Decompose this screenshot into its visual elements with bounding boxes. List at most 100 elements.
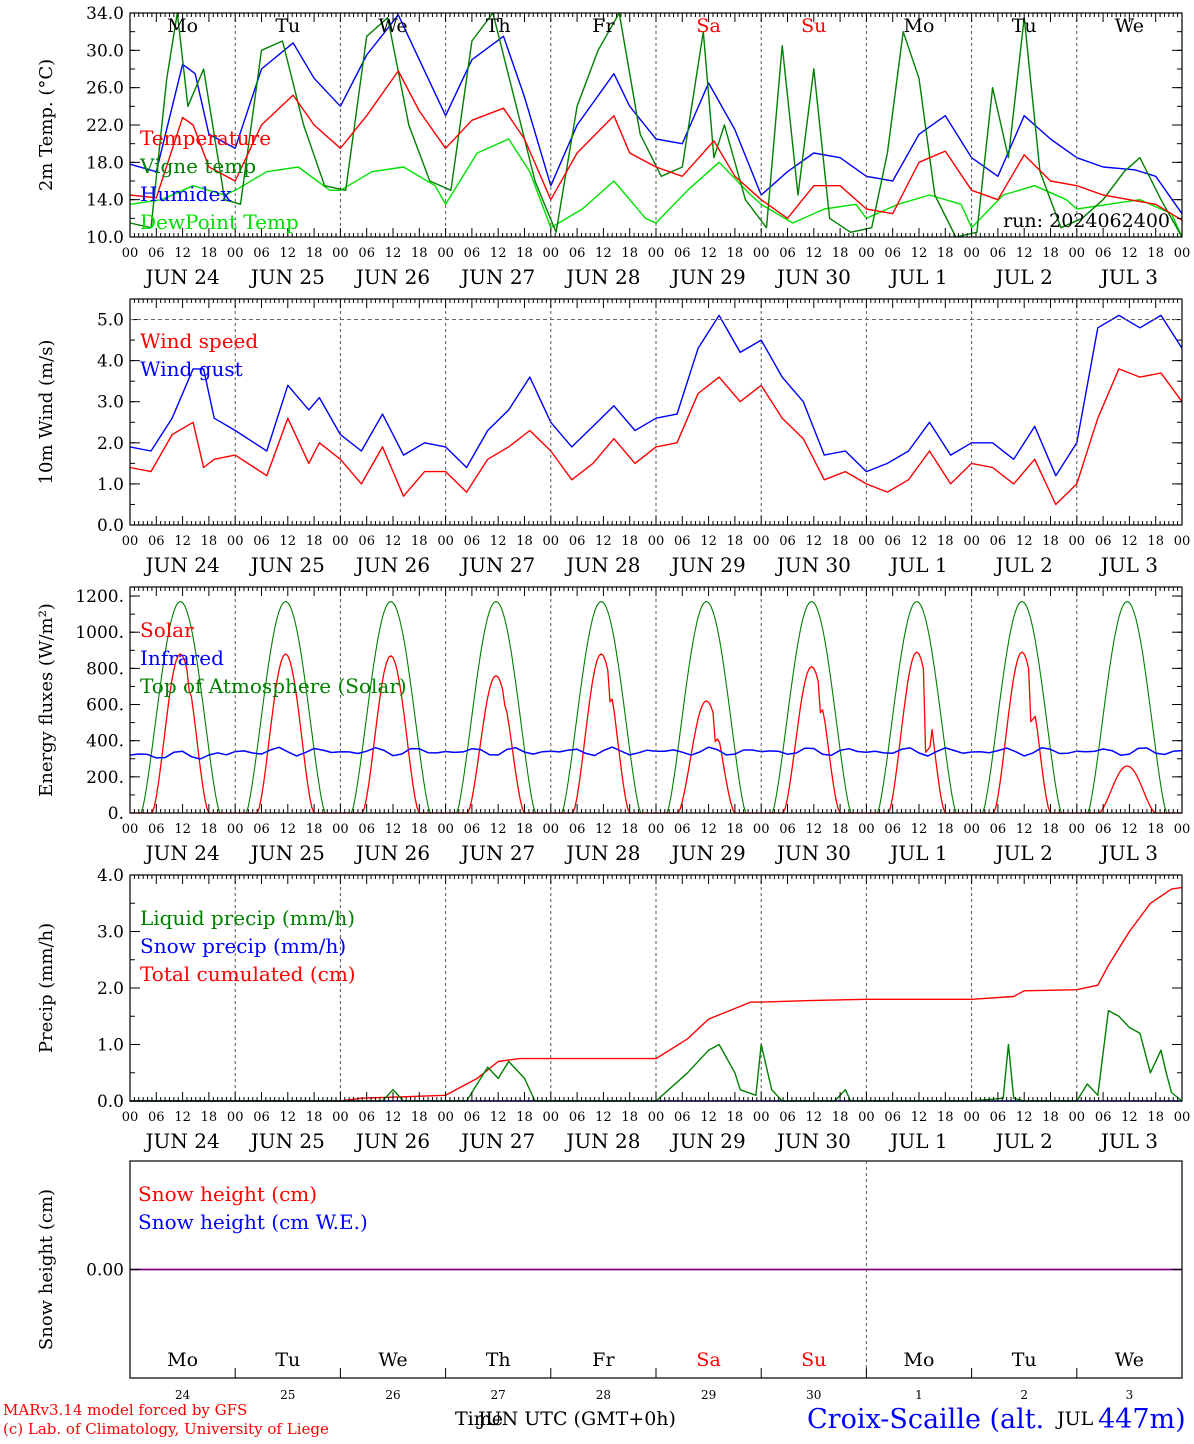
- hour-tick-label: 18: [201, 822, 218, 837]
- hour-tick-label: 18: [621, 246, 638, 261]
- y-tick-label: 2.0: [97, 979, 124, 999]
- credit-line-2: (c) Lab. of Climatology, University of L…: [3, 1420, 329, 1438]
- hour-tick-label: 18: [621, 822, 638, 837]
- hour-tick-label: 12: [174, 822, 191, 837]
- hour-tick-label: 12: [385, 246, 402, 261]
- series-wind-gust: [129, 314, 1183, 477]
- weekday-label-bottom: Tu: [275, 1349, 300, 1371]
- date-label: JUN 29: [670, 265, 746, 289]
- hour-tick-label: 00: [332, 246, 349, 261]
- hour-tick-label: 18: [832, 246, 849, 261]
- weekday-label-bottom: Th: [486, 1349, 511, 1371]
- hour-tick-label: 12: [490, 1110, 507, 1125]
- hour-tick-label: 12: [174, 1110, 191, 1125]
- hour-tick-label: 00: [858, 534, 875, 549]
- hour-tick-label: 12: [595, 1110, 612, 1125]
- date-label: JUL 2: [994, 1129, 1053, 1153]
- date-label: JUL 2: [994, 553, 1053, 577]
- hour-tick-label: 18: [1147, 246, 1164, 261]
- y-tick-label: 0.0: [97, 516, 124, 536]
- weekday-label-top: Su: [801, 15, 826, 37]
- hour-tick-label: 06: [990, 1110, 1007, 1125]
- hour-tick-label: 06: [253, 1110, 270, 1125]
- legend-entry: Wind speed: [140, 329, 258, 353]
- date-label: JUN 29: [670, 1129, 746, 1153]
- legend-entry: Humidex: [140, 182, 232, 206]
- weekday-label-top: Fr: [592, 15, 615, 37]
- hour-tick-label: 18: [516, 246, 533, 261]
- hour-tick-label: 06: [674, 534, 691, 549]
- hour-tick-label: 06: [253, 534, 270, 549]
- hour-tick-label: 12: [911, 1110, 928, 1125]
- weekday-label-bottom: Su: [801, 1349, 826, 1371]
- hour-tick-label: 06: [674, 822, 691, 837]
- day-number: 1: [915, 1388, 923, 1402]
- y-tick-label: 22.0: [86, 116, 124, 136]
- hour-tick-label: 12: [490, 246, 507, 261]
- hour-tick-label: 18: [1042, 822, 1059, 837]
- hour-tick-label: 00: [963, 822, 980, 837]
- hour-tick-label: 12: [1121, 1110, 1138, 1125]
- hour-tick-label: 18: [937, 246, 954, 261]
- hour-tick-label: 12: [700, 246, 717, 261]
- hour-tick-label: 18: [727, 246, 744, 261]
- hour-tick-label: 00: [122, 822, 139, 837]
- legend-entry: Wind gust: [140, 357, 243, 381]
- date-label: JUN 26: [354, 1129, 430, 1153]
- hour-tick-label: 18: [201, 246, 218, 261]
- hour-tick-label: 12: [1121, 246, 1138, 261]
- weekday-label-top: We: [378, 15, 407, 37]
- hour-tick-label: 12: [174, 246, 191, 261]
- hour-tick-label: 18: [411, 246, 428, 261]
- y-tick-label: 10.0: [86, 228, 124, 248]
- y-tick-label: 5.0: [97, 311, 124, 331]
- hour-tick-label: 00: [437, 822, 454, 837]
- hour-tick-label: 00: [227, 822, 244, 837]
- hour-tick-label: 00: [543, 534, 560, 549]
- weekday-label-bottom: Mo: [167, 1349, 198, 1371]
- station-altitude: 447m): [1098, 1404, 1186, 1435]
- day-number: 26: [385, 1388, 400, 1402]
- hour-tick-label: 12: [806, 534, 823, 549]
- hour-tick-label: 12: [490, 822, 507, 837]
- hour-tick-label: 06: [1095, 534, 1112, 549]
- hour-tick-label: 06: [358, 534, 375, 549]
- credit-line-1: MARv3.14 model forced by GFS: [3, 1401, 247, 1419]
- hour-tick-label: 12: [806, 246, 823, 261]
- hour-tick-label: 00: [227, 246, 244, 261]
- legend-entry: Snow height (cm W.E.): [138, 1210, 368, 1234]
- hour-tick-label: 06: [569, 822, 586, 837]
- hour-tick-label: 18: [832, 1110, 849, 1125]
- hour-tick-label: 00: [648, 534, 665, 549]
- day-number: 27: [491, 1388, 506, 1402]
- hour-tick-label: 00: [648, 1110, 665, 1125]
- day-number: 25: [280, 1388, 295, 1402]
- x-axis-label: Time: [455, 1408, 503, 1430]
- hour-tick-label: 12: [385, 534, 402, 549]
- hour-tick-label: 12: [1016, 1110, 1033, 1125]
- legend-entry: Total cumulated (cm): [140, 962, 356, 986]
- hour-tick-label: 12: [280, 246, 297, 261]
- day-number: 2: [1020, 1388, 1028, 1402]
- hour-tick-label: 18: [621, 1110, 638, 1125]
- date-label: JUN 24: [144, 265, 220, 289]
- legend-entry: Liquid precip (mm/h): [140, 906, 355, 930]
- hour-tick-label: 06: [148, 1110, 165, 1125]
- hour-tick-label: 18: [727, 534, 744, 549]
- weekday-label-bottom: Sa: [696, 1349, 720, 1371]
- y-tick-label: 400.: [86, 732, 124, 752]
- hour-tick-label: 06: [990, 822, 1007, 837]
- hour-tick-label: 12: [806, 1110, 823, 1125]
- date-label: JUL 2: [994, 841, 1053, 865]
- date-label: JUN 26: [354, 265, 430, 289]
- date-label: JUL 3: [1099, 841, 1158, 865]
- date-label: JUN 25: [249, 1129, 325, 1153]
- legend-entry: Snow height (cm): [138, 1182, 317, 1206]
- hour-tick-label: 00: [122, 1110, 139, 1125]
- date-label: JUN 25: [249, 841, 325, 865]
- hour-tick-label: 00: [543, 246, 560, 261]
- date-label: JUN 24: [144, 553, 220, 577]
- hour-tick-label: 00: [1069, 1110, 1086, 1125]
- hour-tick-label: 06: [464, 822, 481, 837]
- y-axis-label: Precip (mm/h): [36, 923, 57, 1053]
